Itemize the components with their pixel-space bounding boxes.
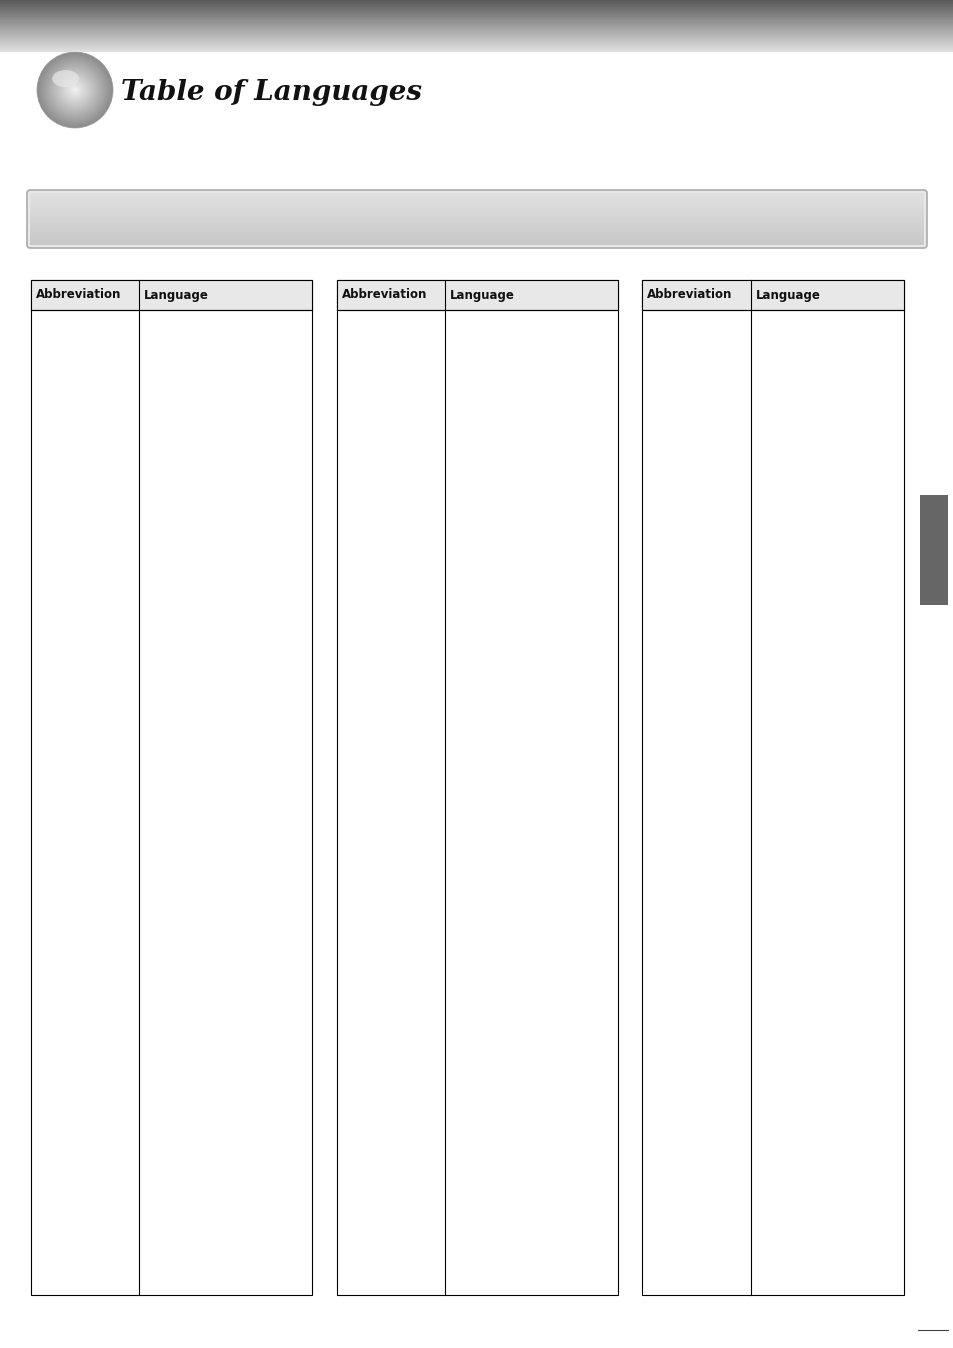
Ellipse shape [54, 69, 96, 111]
Bar [30, 280, 312, 1295]
Ellipse shape [45, 59, 105, 120]
Bar [30, 280, 312, 310]
Ellipse shape [50, 65, 101, 116]
Ellipse shape [68, 82, 83, 97]
Bar [641, 280, 903, 310]
Ellipse shape [70, 85, 81, 96]
Text: Language: Language [755, 288, 820, 302]
Ellipse shape [44, 59, 106, 121]
Ellipse shape [39, 54, 111, 127]
FancyBboxPatch shape [27, 190, 926, 248]
Ellipse shape [69, 84, 82, 97]
Ellipse shape [37, 53, 112, 128]
Text: Table of languages and their abbreviations: Table of languages and their abbreviatio… [48, 212, 481, 229]
Ellipse shape [38, 53, 112, 127]
Ellipse shape [61, 75, 90, 104]
Text: Language: Language [144, 288, 209, 302]
Ellipse shape [59, 74, 91, 106]
Ellipse shape [51, 65, 100, 115]
Ellipse shape [49, 63, 101, 116]
Ellipse shape [52, 67, 98, 113]
Text: Language: Language [450, 288, 515, 302]
Ellipse shape [40, 55, 110, 125]
Bar [919, 495, 947, 605]
Ellipse shape [51, 66, 99, 113]
Ellipse shape [74, 89, 76, 90]
Text: Abbreviation: Abbreviation [646, 288, 732, 302]
Bar [336, 280, 618, 310]
Text: Table of Languages: Table of Languages [121, 80, 421, 106]
Ellipse shape [57, 71, 93, 108]
Ellipse shape [41, 55, 109, 124]
Ellipse shape [58, 73, 92, 106]
Ellipse shape [43, 58, 107, 123]
Bar [641, 280, 903, 1295]
Ellipse shape [62, 77, 89, 104]
Ellipse shape [73, 88, 77, 92]
Ellipse shape [53, 69, 97, 112]
Ellipse shape [71, 86, 79, 94]
Ellipse shape [72, 88, 78, 93]
Ellipse shape [42, 57, 108, 123]
Text: Abbreviation: Abbreviation [35, 288, 121, 302]
Ellipse shape [52, 70, 79, 88]
Ellipse shape [66, 81, 85, 100]
Ellipse shape [71, 85, 80, 94]
Ellipse shape [64, 78, 87, 101]
Ellipse shape [67, 81, 84, 98]
Ellipse shape [46, 61, 104, 120]
Text: Abbreviation: Abbreviation [341, 288, 427, 302]
Ellipse shape [56, 71, 94, 109]
Ellipse shape [47, 62, 103, 119]
Bar [336, 280, 618, 1295]
Ellipse shape [60, 74, 91, 105]
Ellipse shape [63, 78, 88, 102]
Ellipse shape [48, 62, 102, 117]
Ellipse shape [55, 70, 95, 111]
Ellipse shape [65, 80, 86, 101]
